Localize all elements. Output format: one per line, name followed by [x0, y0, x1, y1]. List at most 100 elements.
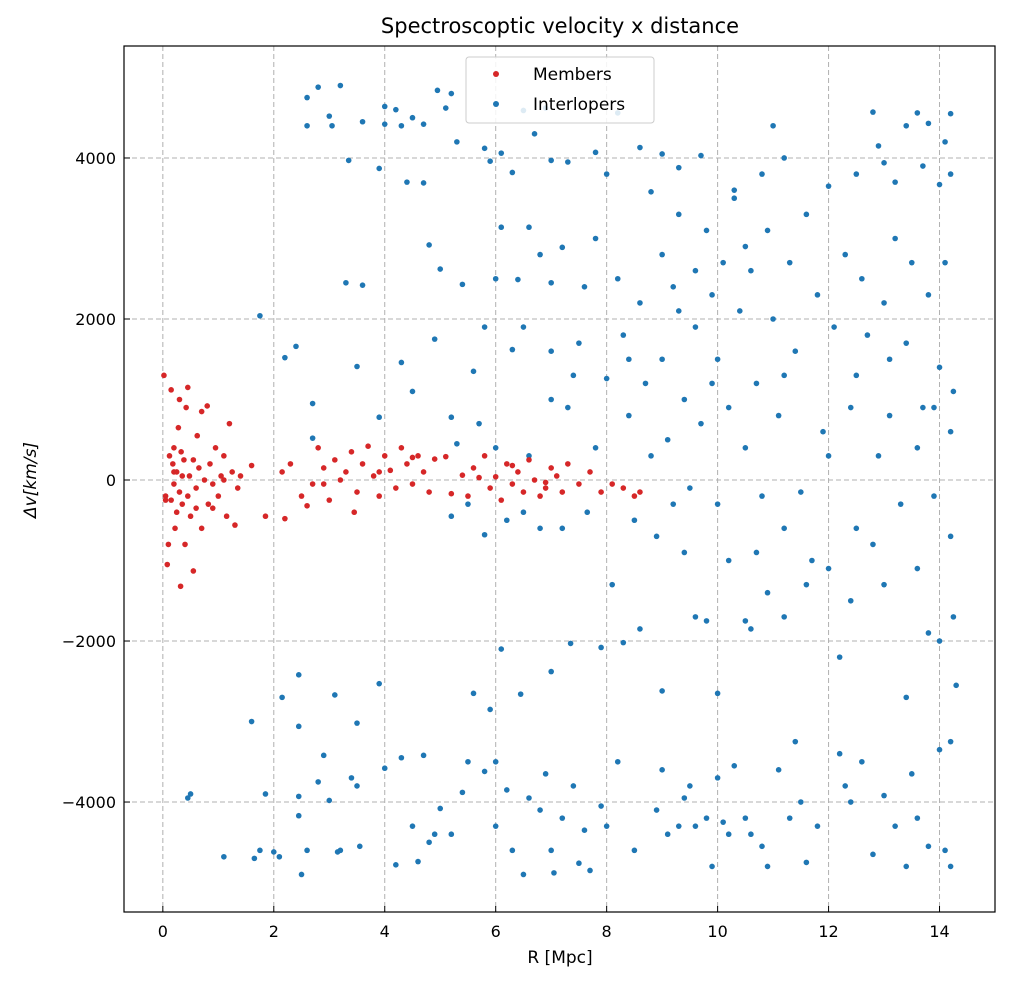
- interloper-point: [731, 763, 738, 769]
- interloper-point: [870, 541, 876, 548]
- interloper-point: [509, 346, 516, 353]
- interloper-point: [814, 292, 821, 298]
- member-point: [442, 453, 449, 460]
- axis-ticks: 0 2 4 6 8 10 12 14 −4000 −2000 0 2000 4000: [62, 149, 950, 941]
- interloper-point: [670, 501, 677, 507]
- member-point: [487, 485, 493, 491]
- interloper-point: [875, 143, 882, 149]
- member-point: [218, 473, 224, 479]
- interloper-point: [448, 831, 455, 838]
- interloper-point: [820, 428, 826, 435]
- interloper-point: [592, 235, 599, 242]
- member-point: [173, 509, 180, 516]
- interloper-point: [631, 847, 638, 854]
- interloper-point: [792, 738, 799, 745]
- interloper-point: [875, 453, 882, 459]
- interloper-point: [304, 122, 310, 129]
- member-point: [492, 473, 499, 480]
- interloper-point: [742, 815, 749, 821]
- interloper-point: [942, 139, 948, 145]
- member-point: [476, 474, 482, 481]
- interloper-point: [725, 557, 732, 564]
- interloper-point: [381, 121, 388, 127]
- member-point: [165, 541, 172, 548]
- interloper-point: [393, 106, 399, 113]
- interloper-point: [381, 765, 388, 772]
- interloper-point: [592, 149, 599, 156]
- interloper-point: [343, 279, 349, 286]
- interloper-point: [320, 752, 327, 759]
- interloper-point: [947, 428, 954, 435]
- interloper-point: [847, 404, 854, 411]
- interloper-point: [950, 388, 957, 395]
- interloper-point: [781, 372, 787, 379]
- interloper-point: [742, 445, 749, 451]
- interloper-point: [420, 121, 427, 127]
- interloper-point: [481, 324, 488, 330]
- member-point: [282, 515, 288, 522]
- member-point: [186, 473, 193, 479]
- interloper-point: [770, 316, 776, 322]
- member-point: [565, 461, 571, 467]
- member-point: [194, 432, 201, 439]
- interloper-point: [720, 259, 726, 266]
- interloper-point: [315, 779, 321, 785]
- x-tick-label: 14: [929, 922, 949, 941]
- interloper-point: [570, 372, 577, 379]
- interloper-point: [781, 155, 787, 161]
- member-point: [359, 461, 366, 467]
- interloper-point: [257, 312, 263, 319]
- member-point: [168, 497, 174, 503]
- interloper-point: [698, 420, 704, 427]
- member-point: [177, 583, 184, 590]
- interloper-point: [470, 690, 477, 697]
- interloper-point: [326, 797, 333, 804]
- y-tick-label: 0: [106, 471, 116, 490]
- interloper-point: [659, 356, 665, 363]
- interloper-point: [465, 758, 471, 765]
- interloper-point: [329, 122, 335, 129]
- interloper-point: [709, 863, 715, 870]
- interloper-point: [836, 750, 843, 757]
- y-tick-label: −4000: [62, 793, 116, 812]
- interloper-point: [498, 646, 505, 652]
- interloper-point: [559, 244, 566, 251]
- member-point: [309, 481, 316, 487]
- member-point: [587, 469, 593, 475]
- interloper-point: [659, 688, 665, 694]
- member-point: [553, 473, 560, 479]
- interloper-point: [903, 863, 910, 870]
- interloper-point: [526, 224, 532, 231]
- interloper-point: [295, 812, 302, 819]
- member-point: [287, 461, 294, 467]
- interloper-point: [759, 493, 765, 499]
- interloper-point: [459, 281, 466, 288]
- interloper-point: [492, 758, 499, 765]
- interloper-point: [803, 581, 810, 588]
- interloper-point: [947, 110, 954, 117]
- chart-title: Spectroscoptic velocity x distance: [381, 14, 739, 38]
- interloper-point: [925, 120, 932, 127]
- interloper-point: [908, 771, 915, 777]
- interloper-point: [376, 165, 382, 172]
- interloper-point: [670, 283, 677, 290]
- interloper-point: [903, 122, 910, 129]
- interloper-point: [298, 871, 305, 878]
- interloper-point: [520, 509, 527, 516]
- interloper-point: [426, 242, 432, 248]
- interloper-point: [431, 336, 438, 342]
- interloper-point: [859, 275, 865, 282]
- interloper-point: [437, 266, 444, 272]
- member-point: [393, 485, 399, 491]
- interloper-point: [692, 267, 699, 274]
- interloper-point: [925, 292, 932, 298]
- interloper-point: [262, 791, 269, 797]
- interloper-point: [703, 618, 710, 624]
- interloper-point: [420, 180, 427, 186]
- interloper-point: [914, 445, 921, 451]
- interloper-point: [315, 84, 321, 90]
- member-point: [509, 462, 516, 469]
- interloper-point: [548, 157, 554, 164]
- interloper-point: [825, 453, 832, 459]
